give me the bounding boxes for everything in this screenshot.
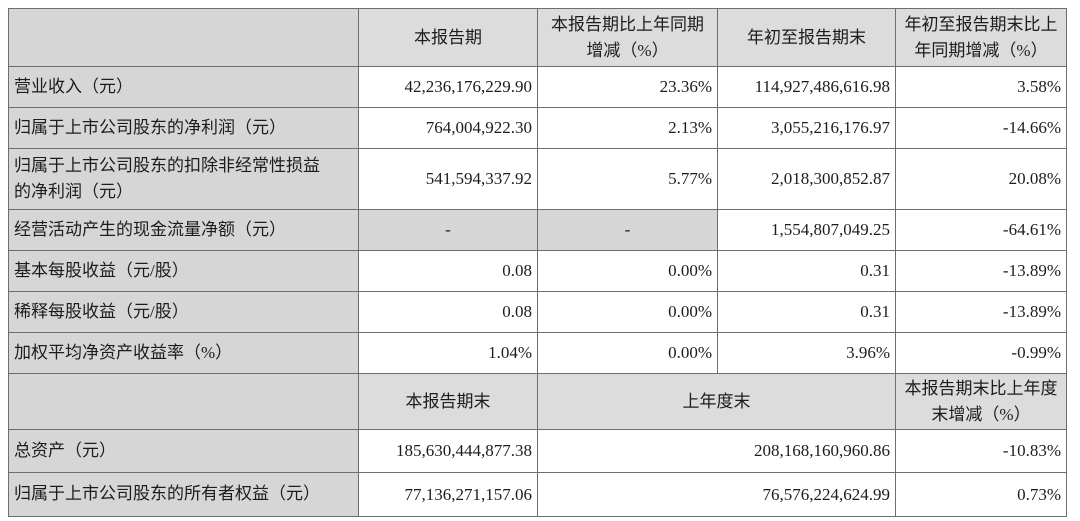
row-label: 经营活动产生的现金流量净额（元） [8,209,359,251]
section2-header-period-end: 本报告期末 [358,373,538,430]
cell-change: -10.83% [895,429,1067,473]
cell-change: 0.73% [895,472,1067,517]
cell-ytd-yoy: -14.66% [895,107,1067,149]
cell-ytd: 114,927,486,616.98 [717,66,896,108]
row-label: 基本每股收益（元/股） [8,250,359,292]
cell-current-period: 0.08 [358,291,538,333]
cell-period-end: 185,630,444,877.38 [358,429,538,473]
table-row-weighted-avg-roe: 加权平均净资产收益率（%） 1.04% 0.00% 3.96% -0.99% [8,332,1067,374]
table-row-operating-revenue: 营业收入（元） 42,236,176,229.90 23.36% 114,927… [8,66,1067,108]
financial-summary-table: 本报告期 本报告期比上年同期 增减（%） 年初至报告期末 年初至报告期末比上 年… [8,8,1067,517]
section2-header-change: 本报告期末比上年度 末增减（%） [895,373,1067,430]
row-label: 稀释每股收益（元/股） [8,291,359,333]
cell-current-period: 764,004,922.30 [358,107,538,149]
cell-ytd-yoy: -13.89% [895,250,1067,292]
section1-corner-cell [8,8,359,67]
table-row-net-profit-excl-nonrecurring: 归属于上市公司股东的扣除非经常性损益 的净利润（元） 541,594,337.9… [8,148,1067,210]
row-label: 营业收入（元） [8,66,359,108]
cell-ytd: 0.31 [717,250,896,292]
table-row-basic-eps: 基本每股收益（元/股） 0.08 0.00% 0.31 -13.89% [8,250,1067,292]
row-label: 归属于上市公司股东的所有者权益（元） [8,472,359,517]
cell-current-period: 42,236,176,229.90 [358,66,538,108]
cell-ytd: 3,055,216,176.97 [717,107,896,149]
row-label: 总资产（元） [8,429,359,473]
table-row-total-assets: 总资产（元） 185,630,444,877.38 208,168,160,96… [8,429,1067,473]
section1-header-ytd: 年初至报告期末 [717,8,896,67]
cell-current-period-yoy: 23.36% [537,66,718,108]
cell-ytd-yoy: 3.58% [895,66,1067,108]
row-label: 归属于上市公司股东的扣除非经常性损益 的净利润（元） [8,148,359,210]
section1-header-row: 本报告期 本报告期比上年同期 增减（%） 年初至报告期末 年初至报告期末比上 年… [8,8,1067,67]
cell-current-period-yoy: 2.13% [537,107,718,149]
cell-current-period-yoy: 0.00% [537,250,718,292]
table-row-operating-cash-flow: 经营活动产生的现金流量净额（元） - - 1,554,807,049.25 -6… [8,209,1067,251]
section2-header-prev-year-end: 上年度末 [537,373,896,430]
cell-period-end: 77,136,271,157.06 [358,472,538,517]
cell-ytd: 1,554,807,049.25 [717,209,896,251]
section1-header-current-period-yoy: 本报告期比上年同期 增减（%） [537,8,718,67]
cell-ytd-yoy: 20.08% [895,148,1067,210]
row-label: 加权平均净资产收益率（%） [8,332,359,374]
cell-ytd-yoy: -0.99% [895,332,1067,374]
cell-prev-year-end: 76,576,224,624.99 [537,472,896,517]
cell-current-period: 541,594,337.92 [358,148,538,210]
cell-ytd: 2,018,300,852.87 [717,148,896,210]
cell-current-period: 0.08 [358,250,538,292]
cell-current-period-yoy: 0.00% [537,291,718,333]
cell-current-period: 1.04% [358,332,538,374]
cell-ytd: 0.31 [717,291,896,333]
table-row-owners-equity: 归属于上市公司股东的所有者权益（元） 77,136,271,157.06 76,… [8,472,1067,517]
cell-ytd: 3.96% [717,332,896,374]
cell-current-period-yoy: 5.77% [537,148,718,210]
cell-ytd-yoy: -13.89% [895,291,1067,333]
cell-current-period-yoy: - [537,209,718,251]
table-row-diluted-eps: 稀释每股收益（元/股） 0.08 0.00% 0.31 -13.89% [8,291,1067,333]
cell-ytd-yoy: -64.61% [895,209,1067,251]
section2-corner-cell [8,373,359,430]
cell-current-period: - [358,209,538,251]
section2-header-row: 本报告期末 上年度末 本报告期末比上年度 末增减（%） [8,373,1067,430]
cell-prev-year-end: 208,168,160,960.86 [537,429,896,473]
section1-header-ytd-yoy: 年初至报告期末比上 年同期增减（%） [895,8,1067,67]
row-label: 归属于上市公司股东的净利润（元） [8,107,359,149]
table-row-net-profit: 归属于上市公司股东的净利润（元） 764,004,922.30 2.13% 3,… [8,107,1067,149]
section1-header-current-period: 本报告期 [358,8,538,67]
cell-current-period-yoy: 0.00% [537,332,718,374]
